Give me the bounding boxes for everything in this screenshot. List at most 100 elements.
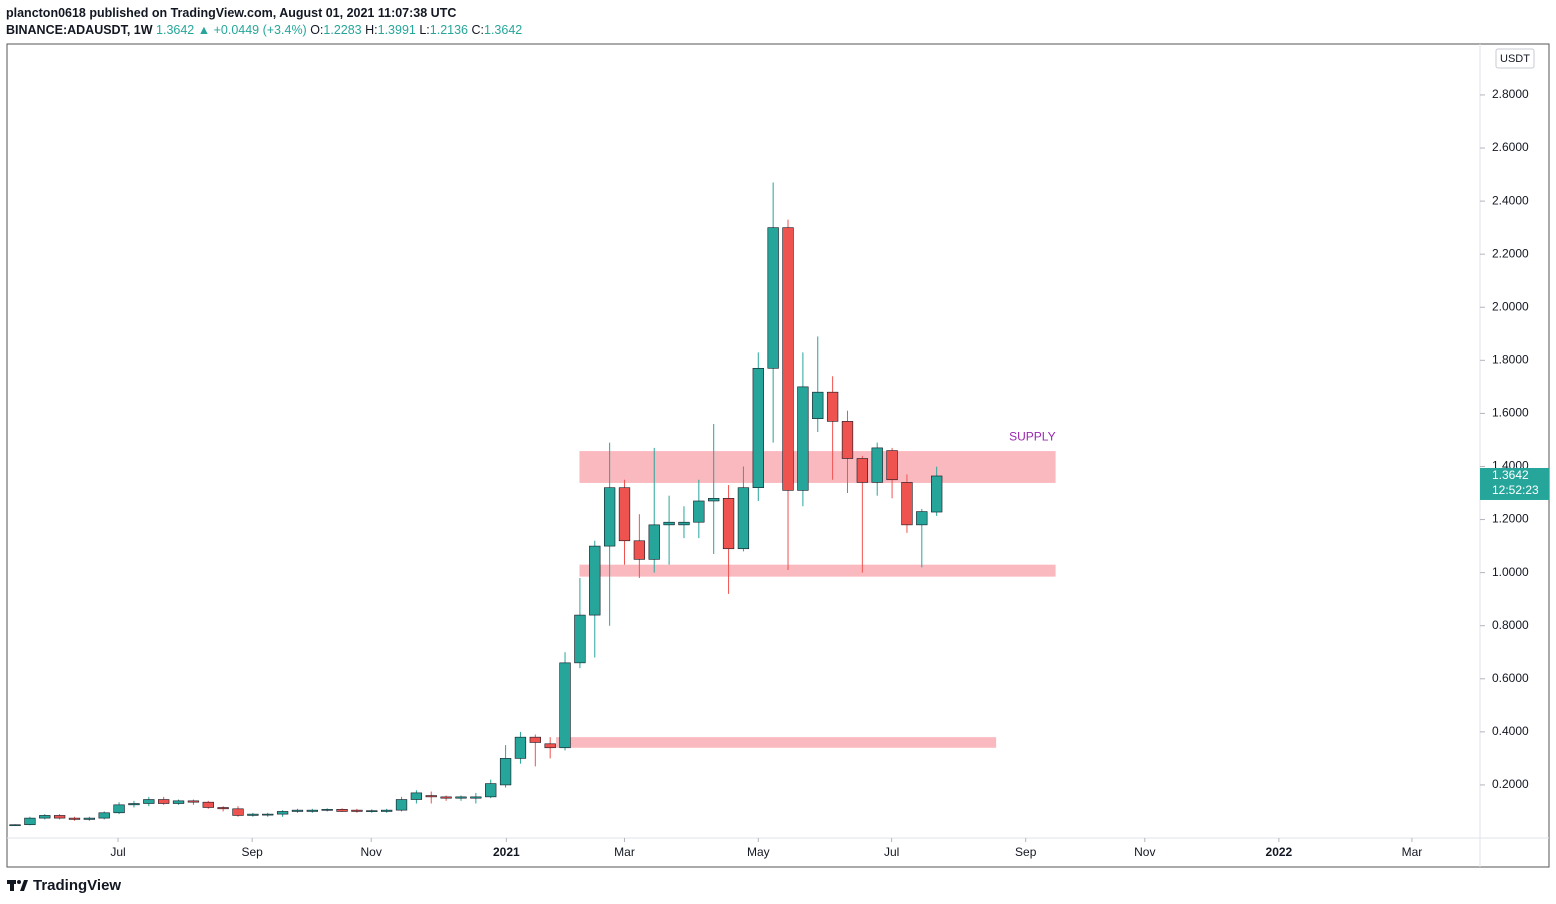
candle-body [262, 813, 274, 816]
candle-body [752, 367, 764, 489]
c-value: 1.3642 [484, 23, 523, 37]
candle-body [886, 450, 898, 481]
candle-body [202, 801, 214, 808]
candle-body [306, 809, 318, 812]
candle-body [678, 521, 690, 526]
y-tick-label: 0.6000 [1492, 671, 1529, 685]
author-line: plancton0618 published on TradingView.co… [6, 5, 522, 22]
zone-label: SUPPLY [1009, 429, 1055, 443]
candle-body [321, 809, 333, 811]
candle-body [381, 809, 393, 812]
candle-body [767, 227, 779, 369]
candle-body [366, 810, 378, 812]
candle-body [336, 809, 348, 812]
y-tick-label: 2.2000 [1492, 246, 1529, 260]
candle-body [68, 817, 81, 820]
candle-body [24, 817, 36, 826]
price-label: 1.3642 [1492, 468, 1529, 482]
candle-body [143, 799, 155, 804]
candle-body [113, 804, 125, 814]
x-tick-label: 2021 [493, 845, 520, 859]
candle-body [39, 815, 51, 819]
candle-body [618, 487, 631, 542]
up-arrow: ▲ [197, 23, 211, 37]
candle-body [499, 758, 512, 786]
candle-body [826, 391, 839, 422]
currency-box [1495, 48, 1535, 69]
x-tick-label: Mar [614, 845, 635, 859]
zone [579, 451, 1056, 483]
candle-body [559, 662, 571, 749]
candle-body [931, 475, 943, 513]
candle-body [351, 809, 363, 812]
symbol: BINANCE:ADAUSDT, 1W [6, 23, 153, 37]
c-label: C: [471, 23, 485, 37]
x-tick-label: May [747, 845, 770, 859]
candle-body [98, 812, 110, 819]
header: plancton0618 published on TradingView.co… [6, 5, 522, 39]
candle-body [217, 807, 229, 810]
y-tick-label: 2.8000 [1492, 87, 1529, 101]
candle-body [871, 447, 883, 483]
candle-body [158, 799, 170, 804]
logo-slash [20, 880, 28, 891]
candle-body [232, 808, 244, 816]
o-value: 1.2283 [323, 23, 362, 37]
x-tick-label: Jul [110, 845, 125, 859]
candle-body [247, 813, 259, 816]
candle-body [440, 796, 452, 799]
candle-body [856, 458, 868, 483]
brand-logo [7, 880, 28, 891]
price-label-box [1480, 467, 1549, 500]
logo-stem [10, 880, 14, 891]
candle-body [633, 540, 646, 560]
l-label: L: [419, 23, 430, 37]
candle-body [395, 799, 408, 811]
x-tick-label: Mar [1402, 845, 1423, 859]
candle-body [916, 511, 928, 526]
candle-body [901, 482, 913, 526]
zone [579, 564, 1056, 577]
candle-body [648, 524, 660, 560]
candle-body [425, 795, 437, 798]
y-tick-label: 0.8000 [1492, 618, 1529, 632]
candle-body [589, 545, 601, 616]
author: plancton0618 published on TradingView.co… [6, 6, 457, 20]
y-tick-label: 2.0000 [1492, 299, 1529, 313]
zone [556, 737, 997, 748]
candle-body [470, 796, 482, 799]
candle-body [291, 809, 304, 812]
candle-body [708, 498, 720, 502]
y-tick-label: 1.0000 [1492, 565, 1529, 579]
candle-body [128, 803, 140, 806]
candle-body [276, 811, 289, 815]
change: +0.0449 (+3.4%) [213, 23, 307, 37]
candle-body [410, 792, 423, 800]
y-tick-label: 1.6000 [1492, 406, 1529, 420]
candle-body [782, 227, 794, 491]
y-tick-label: 2.6000 [1492, 140, 1529, 154]
candle-body [485, 783, 497, 798]
x-tick-label: Jul [884, 845, 899, 859]
x-tick-label: 2022 [1266, 845, 1293, 859]
candle-body [693, 500, 705, 523]
candle-body [663, 521, 675, 526]
countdown: 12:52:23 [1492, 483, 1539, 497]
y-tick-label: 2.4000 [1492, 193, 1529, 207]
candle-body [455, 796, 467, 799]
logo-dot [17, 880, 21, 884]
x-tick-label: Nov [1134, 845, 1155, 859]
candle-body [9, 824, 21, 827]
candle-body [544, 743, 556, 749]
x-tick-label: Sep [241, 845, 263, 859]
candle-body [574, 614, 586, 664]
candle-body [172, 800, 185, 804]
candle-body [529, 736, 541, 743]
x-tick-label: Nov [361, 845, 382, 859]
candle-body [83, 817, 96, 820]
candle-body [514, 736, 527, 759]
h-label: H: [365, 23, 378, 37]
y-tick-label: 0.4000 [1492, 724, 1529, 738]
